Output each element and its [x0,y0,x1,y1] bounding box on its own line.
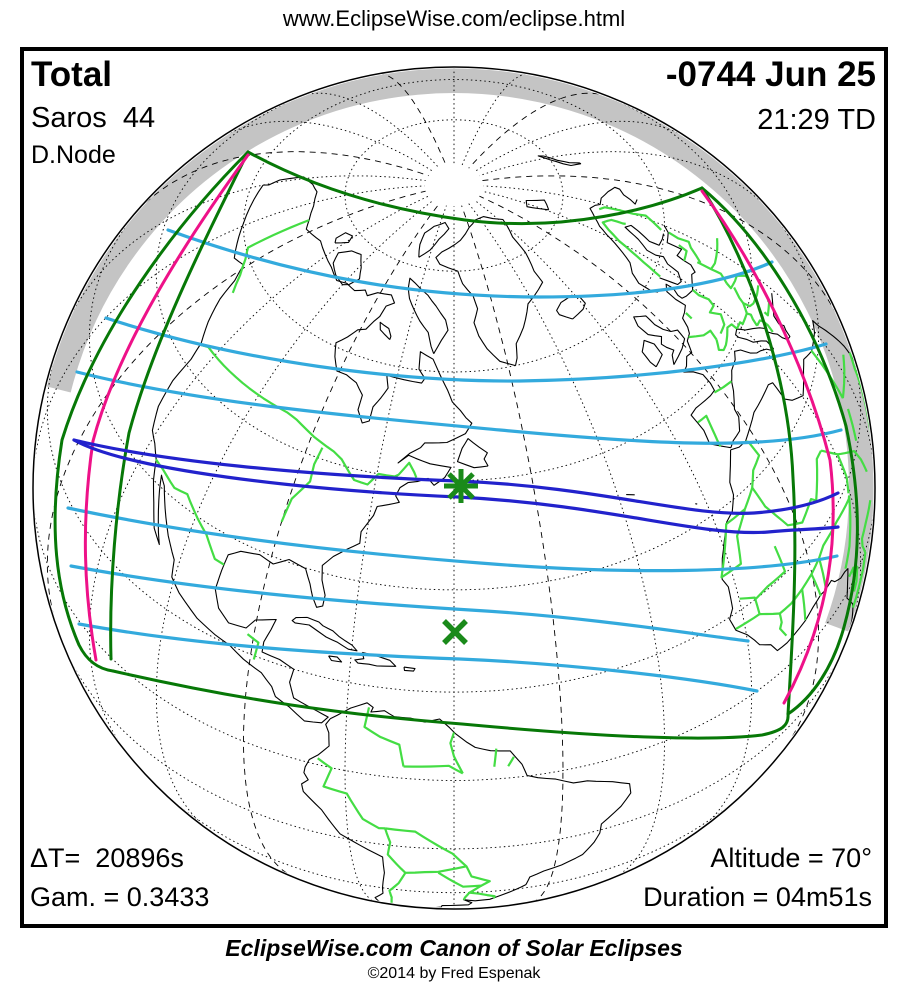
delta-t-value: ΔT= 20896s [30,843,184,873]
eclipse-date-label: -0744 Jun 25 [665,55,876,94]
greatest-eclipse-star-marker [444,469,478,503]
saros-label: Saros 44 [31,102,156,134]
country-borders [154,206,874,906]
gamma-value: Gam. = 0.3433 [30,882,210,912]
duration-value: Duration = 04m51s [643,882,872,912]
figure-border [20,47,888,928]
globe-clipped-layers [34,68,874,908]
umbral-path-limits [72,438,840,535]
globe-limb [32,66,876,910]
page-title-url: www.EclipseWise.com/eclipse.html [282,6,626,31]
eclipse-time-label: 21:29 TD [757,104,876,136]
node-label: D.Node [31,141,116,169]
footer-title: EclipseWise.com Canon of Solar Eclipses [225,935,683,961]
penumbral-limits [53,150,859,740]
altitude-value: Altitude = 70° [710,843,872,873]
eclipse-markers [442,469,478,645]
magnitude-contours [66,228,843,693]
footer-copyright: ©2014 by Fred Espenak [367,965,541,982]
eclipse-type-label: Total [31,55,113,94]
rise-set-limb-band [45,68,874,632]
sub-solar-x-marker [442,619,468,645]
max-at-rise-set-curves [83,153,835,705]
